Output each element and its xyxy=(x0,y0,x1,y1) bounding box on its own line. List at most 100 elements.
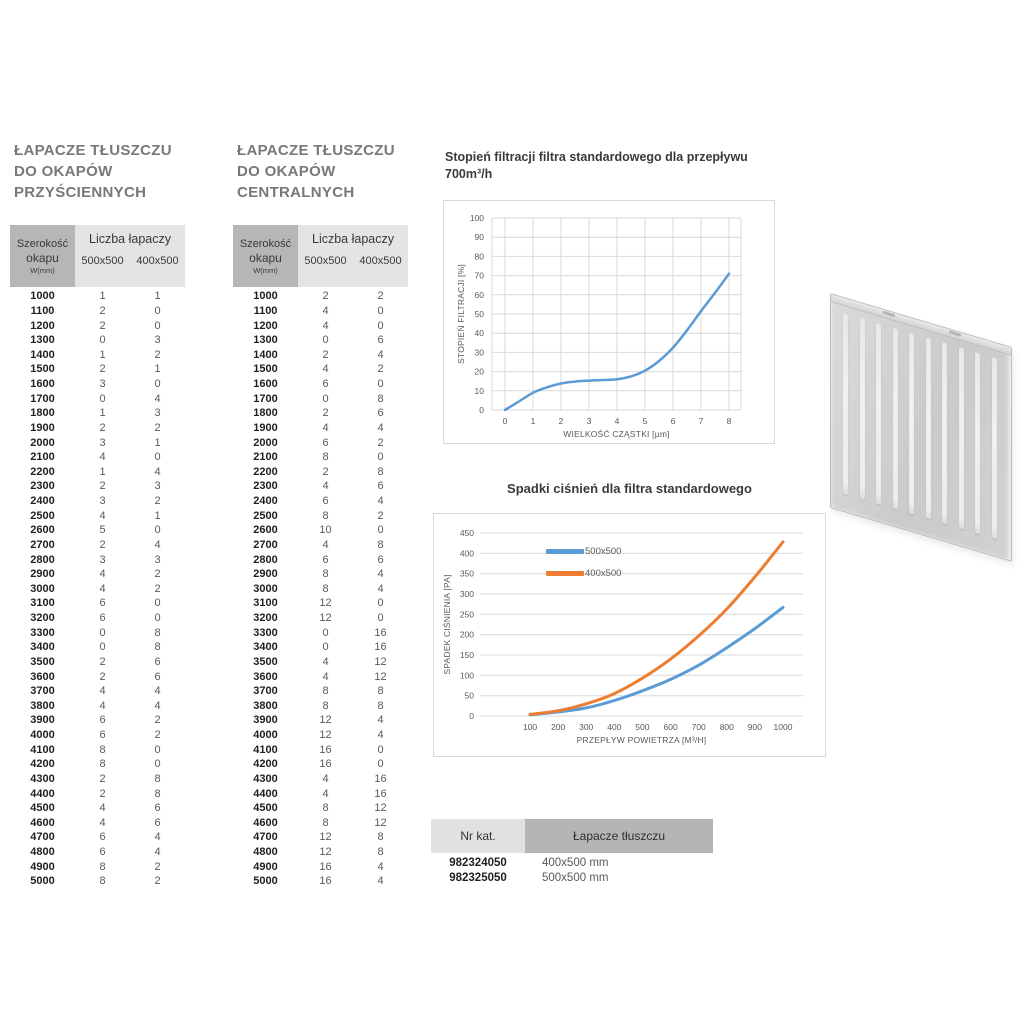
hood-width-value: 1300 xyxy=(30,334,55,347)
trap-count-value: 0 xyxy=(377,743,384,756)
trap-count-value: 8 xyxy=(377,392,384,405)
trap-count-value: 6 xyxy=(322,553,329,566)
trap-count-value: 0 xyxy=(377,597,384,610)
hood-width-value: 5000 xyxy=(253,875,278,888)
table-row: 1900 2 2 xyxy=(10,421,185,436)
panel-slot xyxy=(975,352,981,535)
trap-count-value: 0 xyxy=(154,758,161,771)
panel-slot xyxy=(958,347,964,530)
trap-count-value: 2 xyxy=(99,655,106,668)
hood-width-value: 1000 xyxy=(30,290,55,303)
svg-text:800: 800 xyxy=(720,722,734,732)
trap-count-value: 3 xyxy=(154,407,161,420)
trap-count-value: 8 xyxy=(99,743,106,756)
panel-slot xyxy=(843,312,848,496)
hood-width-value: 1400 xyxy=(30,348,55,361)
svg-text:0: 0 xyxy=(469,711,474,721)
catalog-header-product: Łapacze tłuszczu xyxy=(525,819,713,853)
hood-width-value: 1600 xyxy=(253,378,278,391)
catalog-size: 500x500 mm xyxy=(542,871,609,884)
pressure-drop-chart-block: Spadki ciśnień dla filtra standardowego … xyxy=(433,480,826,757)
trap-count-value: 12 xyxy=(319,729,332,742)
trap-count-value: 0 xyxy=(322,641,329,654)
table-row: 4300 4 16 xyxy=(233,772,408,787)
table-row: 1800 2 6 xyxy=(233,406,408,421)
title-line: DO OKAPÓW xyxy=(14,163,113,180)
svg-text:100: 100 xyxy=(460,670,474,680)
trap-count-value: 6 xyxy=(154,816,161,829)
table-row: 4900 8 2 xyxy=(10,859,185,874)
hood-width-value: 3900 xyxy=(253,714,278,727)
header-text: W(mm) xyxy=(253,265,278,275)
table-row: 4700 12 8 xyxy=(233,830,408,845)
sub-header-400x500: 400x500 xyxy=(359,255,402,267)
trap-count-value: 6 xyxy=(154,655,161,668)
legend-label: 500x500 xyxy=(585,545,622,557)
trap-count-value: 2 xyxy=(99,670,106,683)
hood-width-value: 4100 xyxy=(253,743,278,756)
trap-count-value: 8 xyxy=(322,802,329,815)
hood-width-value: 3800 xyxy=(253,699,278,712)
sub-header-500x500: 500x500 xyxy=(304,255,347,267)
trap-count-value: 0 xyxy=(154,743,161,756)
table-row: 4700 6 4 xyxy=(10,830,185,845)
svg-text:10: 10 xyxy=(475,386,485,396)
title-line: CENTRALNYCH xyxy=(237,184,355,201)
table-row: 1600 6 0 xyxy=(233,377,408,392)
table-row: 1900 4 4 xyxy=(233,421,408,436)
svg-text:300: 300 xyxy=(460,589,474,599)
hood-width-value: 4400 xyxy=(253,787,278,800)
trap-count-value: 2 xyxy=(154,348,161,361)
trap-count-value: 1 xyxy=(154,290,161,303)
trap-count-value: 3 xyxy=(99,495,106,508)
trap-count-value: 8 xyxy=(377,699,384,712)
trap-count-value: 2 xyxy=(377,363,384,376)
table-row: 4600 8 12 xyxy=(233,816,408,831)
trap-count-value: 6 xyxy=(99,831,106,844)
table-row: 4400 2 8 xyxy=(10,786,185,801)
header-text: W(mm) xyxy=(30,265,55,275)
hood-width-value: 1700 xyxy=(30,392,55,405)
trap-count-value: 3 xyxy=(99,553,106,566)
svg-text:50: 50 xyxy=(465,691,475,701)
table-row: 3700 8 8 xyxy=(233,684,408,699)
catalog-number: 982324050 xyxy=(449,857,507,870)
trap-count-value: 8 xyxy=(154,626,161,639)
table-row: 2700 2 4 xyxy=(10,538,185,553)
trap-count-value: 4 xyxy=(154,846,161,859)
hood-width-value: 3600 xyxy=(30,670,55,683)
panel-slot xyxy=(909,332,915,515)
trap-count-value: 0 xyxy=(99,334,106,347)
trap-count-value: 0 xyxy=(377,612,384,625)
trap-count-value: 8 xyxy=(99,860,106,873)
trap-count-value: 0 xyxy=(154,524,161,537)
table-row: 4100 16 0 xyxy=(233,742,408,757)
table-row: 3000 8 4 xyxy=(233,582,408,597)
trap-count-value: 2 xyxy=(154,729,161,742)
svg-text:900: 900 xyxy=(748,722,762,732)
trap-count-value: 12 xyxy=(374,655,387,668)
table-row: 3400 0 8 xyxy=(10,640,185,655)
hood-width-value: 4300 xyxy=(30,772,55,785)
table-row: 4500 4 6 xyxy=(10,801,185,816)
trap-count-value: 12 xyxy=(319,846,332,859)
hood-width-value: 4800 xyxy=(30,846,55,859)
svg-text:200: 200 xyxy=(460,630,474,640)
trap-count-value: 6 xyxy=(99,729,106,742)
trap-count-value: 8 xyxy=(377,831,384,844)
table-row: 5000 8 2 xyxy=(10,874,185,889)
trap-count-value: 4 xyxy=(154,699,161,712)
hood-width-value: 4700 xyxy=(253,831,278,844)
table-row: 1500 2 1 xyxy=(10,362,185,377)
catalog-row: 982324050 400x500 mm xyxy=(431,856,713,871)
table-row: 4800 12 8 xyxy=(233,845,408,860)
trap-count-value: 12 xyxy=(374,816,387,829)
sub-header-500x500: 500x500 xyxy=(81,255,124,267)
sub-headers: 500x500 400x500 xyxy=(298,255,408,267)
table-row: 4000 12 4 xyxy=(233,728,408,743)
trap-count-value: 4 xyxy=(99,509,106,522)
trap-count-value: 6 xyxy=(377,334,384,347)
hood-width-value: 2900 xyxy=(253,568,278,581)
trap-count-value: 2 xyxy=(99,363,106,376)
hood-width-value: 4000 xyxy=(253,729,278,742)
